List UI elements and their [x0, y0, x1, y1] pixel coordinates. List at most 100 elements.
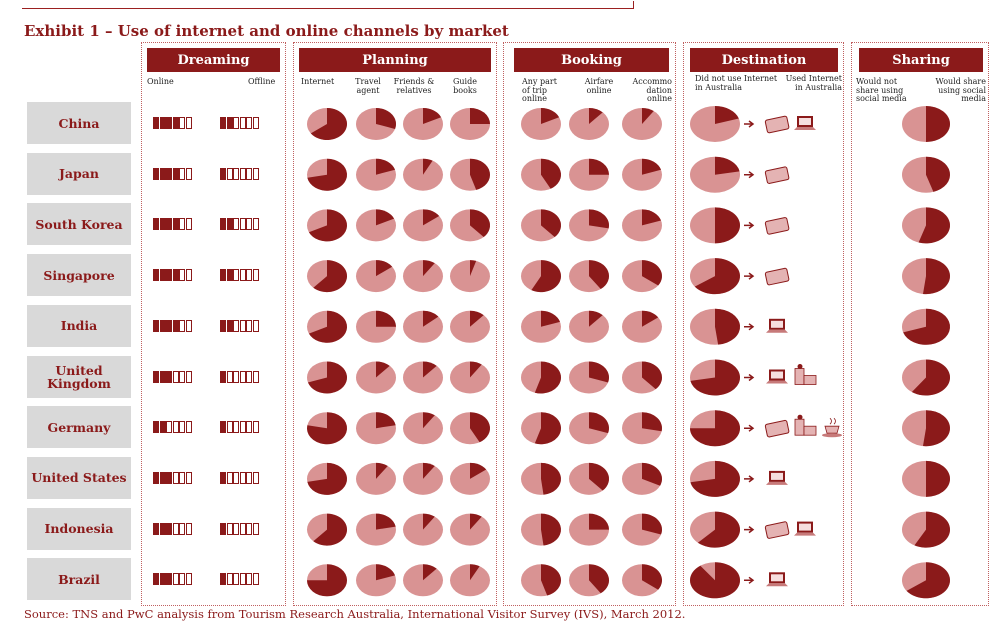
- arrow-right-icon: [744, 221, 755, 229]
- planning-pie-travel-agent-germany: [356, 412, 396, 445]
- pie-slice: [589, 209, 610, 229]
- col-label-offline: Offline: [248, 77, 276, 86]
- bar-cell: [252, 421, 259, 434]
- panel-header-sharing: Sharing: [859, 48, 983, 72]
- planning-pie-friends-relatives-singapore: [403, 260, 443, 293]
- bar-cell: [226, 117, 233, 129]
- pie-slice: [306, 412, 347, 445]
- booking-pie-any-part-online-united-kingdom: [521, 361, 561, 394]
- pie-slice: [376, 513, 396, 530]
- pie-slice: [423, 564, 437, 581]
- pie-slice: [541, 310, 561, 327]
- bar-cell: [166, 218, 172, 231]
- booking-pie-accommodation-online-china: [622, 108, 662, 140]
- col-label-would-share: Would share using social media: [935, 77, 986, 103]
- bar-cell: [166, 522, 172, 535]
- planning-pie-travel-agent-india: [356, 310, 397, 343]
- booking-pie-accommodation-online-germany: [622, 412, 663, 445]
- planning-pie-travel-agent-brazil: [356, 564, 396, 597]
- planning-pie-travel-agent-united-states: [356, 462, 396, 495]
- pie-slice: [376, 260, 393, 277]
- bar-cell: [239, 319, 246, 332]
- pie-slice: [376, 462, 388, 479]
- booking-pie-any-part-online-indonesia: [521, 513, 561, 546]
- destination-pie-germany: [690, 410, 740, 447]
- market-china: China: [27, 102, 131, 144]
- bar-cell: [172, 319, 179, 332]
- dreaming-offline-india: [220, 319, 259, 332]
- bar-cell: [226, 370, 233, 383]
- planning-pie-internet-singapore: [307, 260, 348, 293]
- bar-cell: [179, 522, 185, 535]
- pie-slice: [642, 158, 662, 175]
- bar-cell: [233, 421, 239, 434]
- bar-cell: [226, 573, 233, 586]
- pie-slice: [376, 412, 396, 429]
- planning-pie-friends-relatives-united-kingdom: [403, 361, 443, 394]
- dreaming-online-united-states: [153, 471, 192, 484]
- pie-slice: [307, 361, 348, 394]
- pie-slice: [376, 108, 396, 129]
- pie-slice: [642, 462, 663, 486]
- planning-pie-guide-books-brazil: [450, 564, 490, 597]
- laptop-icon: [794, 521, 816, 536]
- arrow-right-icon: [744, 323, 755, 331]
- bar-cell: [226, 218, 233, 231]
- pie-slice: [470, 412, 491, 443]
- planning-pie-guide-books-germany: [450, 412, 491, 445]
- bar-cell: [185, 117, 192, 129]
- pie-slice: [470, 462, 487, 479]
- dreaming-offline-japan: [220, 167, 259, 180]
- tablet-icon: [764, 267, 790, 286]
- dreaming-online-germany: [153, 421, 192, 434]
- planning-pie-friends-relatives-india: [403, 310, 443, 343]
- bar-cell: [220, 117, 226, 129]
- bar-cell: [179, 421, 185, 434]
- bar-cell: [220, 421, 226, 434]
- exhibit-title: Exhibit 1 – Use of internet and online c…: [24, 22, 509, 40]
- pie-slice: [423, 108, 442, 124]
- pie-slice: [541, 564, 562, 596]
- bar-cell: [172, 370, 179, 383]
- pie-slice: [589, 462, 609, 491]
- booking-pie-any-part-online-japan: [521, 158, 562, 191]
- sharing-pie-japan: [902, 156, 951, 193]
- pie-slice: [541, 462, 561, 495]
- source-note: Source: TNS and PwC analysis from Touris…: [24, 607, 686, 621]
- pie-slice: [690, 562, 741, 599]
- arrow-right-icon: [744, 576, 755, 584]
- bar-cell: [172, 269, 179, 282]
- booking-pie-airfare-online-india: [569, 310, 609, 343]
- booking-pie-any-part-online-south-korea: [521, 209, 561, 242]
- dreaming-offline-germany: [220, 421, 259, 434]
- booking-pie-accommodation-online-japan: [622, 158, 662, 191]
- booking-pie-any-part-online-india: [521, 310, 561, 343]
- bar-cell: [239, 421, 246, 434]
- booking-pie-accommodation-online-singapore: [622, 260, 662, 293]
- bar-cell: [159, 370, 166, 383]
- planning-pie-friends-relatives-united-states: [403, 462, 443, 495]
- panel-destination: Destination Did not use Internet in Aust…: [683, 42, 844, 606]
- bar-cell: [172, 117, 179, 129]
- pie-slice: [470, 158, 491, 190]
- bar-cell: [226, 421, 233, 434]
- bar-cell: [185, 167, 192, 180]
- pie-slice: [470, 513, 482, 530]
- bar-cell: [166, 319, 172, 332]
- bar-cell: [233, 218, 239, 231]
- panel-planning: Planning Internet Travel agent Friends &…: [293, 42, 497, 606]
- pie-slice: [911, 359, 951, 396]
- bar-cell: [233, 471, 239, 484]
- bar-cell: [246, 573, 252, 586]
- pie-slice: [926, 106, 950, 142]
- pie-slice: [906, 562, 950, 599]
- bar-cell: [252, 218, 259, 231]
- bar-cell: [220, 370, 226, 383]
- bar-cell: [220, 471, 226, 484]
- planning-pie-guide-books-india: [450, 310, 490, 343]
- dreaming-online-india: [153, 319, 192, 332]
- bar-cell: [239, 218, 246, 231]
- planning-pie-friends-relatives-japan: [403, 158, 443, 191]
- bar-cell: [166, 167, 172, 180]
- cafe-icon: [822, 417, 842, 438]
